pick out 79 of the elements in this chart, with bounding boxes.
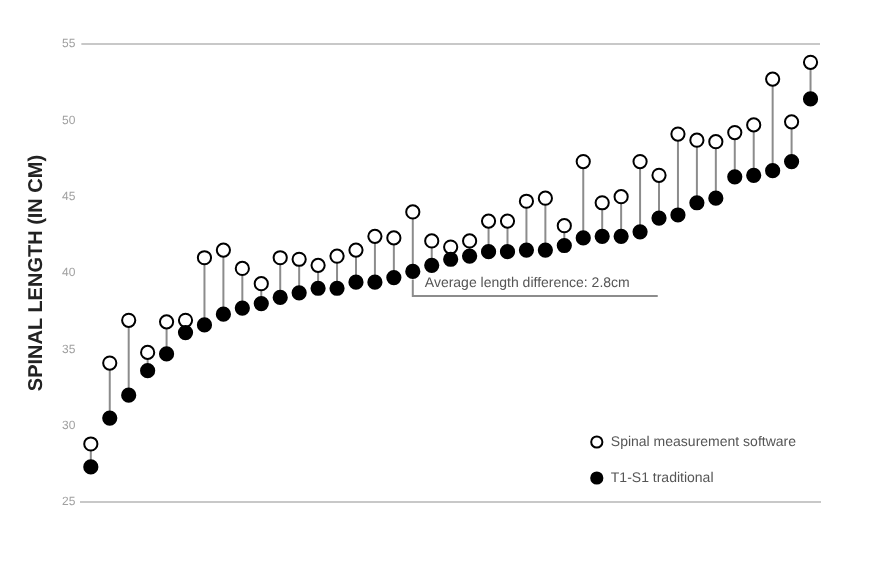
point [746,167,762,183]
point [499,244,516,260]
point [291,285,307,301]
point [651,210,667,226]
point [196,250,213,266]
point [689,132,705,148]
point [177,324,194,341]
point [121,387,137,403]
point [102,355,118,371]
point [443,239,459,255]
point [575,230,591,246]
point [462,248,478,264]
point [594,228,610,244]
point [196,317,213,333]
point [632,153,648,170]
point [424,257,440,273]
point [727,169,743,185]
point [310,280,326,296]
point [708,134,724,150]
point [348,242,364,258]
point [480,213,497,229]
point [177,312,194,328]
point [386,230,402,246]
point [102,410,118,426]
point [140,344,156,360]
point [765,163,781,179]
point [802,54,819,70]
point [234,260,250,277]
point [253,295,269,312]
point [215,306,231,322]
point [727,124,743,141]
point [689,195,705,211]
point [215,242,231,258]
point [367,274,383,290]
point [746,117,762,133]
point [234,300,250,316]
point [140,363,156,379]
point [556,237,572,254]
point [424,233,440,249]
point [253,276,269,292]
point [708,190,724,206]
point [480,244,497,260]
point [632,224,648,240]
point [121,312,137,328]
point [291,251,307,267]
point [783,114,800,130]
point [556,218,572,234]
point [518,242,535,258]
point [405,204,421,220]
point [83,436,99,452]
point [367,228,383,244]
point [405,263,421,280]
point [462,233,478,249]
y-axis-title: SPINAL LENGTH (IN CM) [25,154,48,392]
point [443,251,459,267]
point [613,228,629,244]
point [329,248,345,264]
point [158,346,175,362]
point [802,91,819,107]
point [329,280,345,296]
point [613,189,629,205]
point [670,126,686,142]
point [518,193,535,209]
point [386,269,402,286]
point [272,250,288,266]
point [83,459,99,475]
point [575,153,591,170]
point [783,153,800,170]
point [272,289,288,306]
point [537,242,553,258]
point [765,71,781,87]
point [310,257,326,273]
point [651,167,667,183]
point [594,195,610,211]
point [499,213,516,229]
point [158,314,175,330]
point [670,207,686,223]
point [537,190,553,206]
point [348,274,364,290]
